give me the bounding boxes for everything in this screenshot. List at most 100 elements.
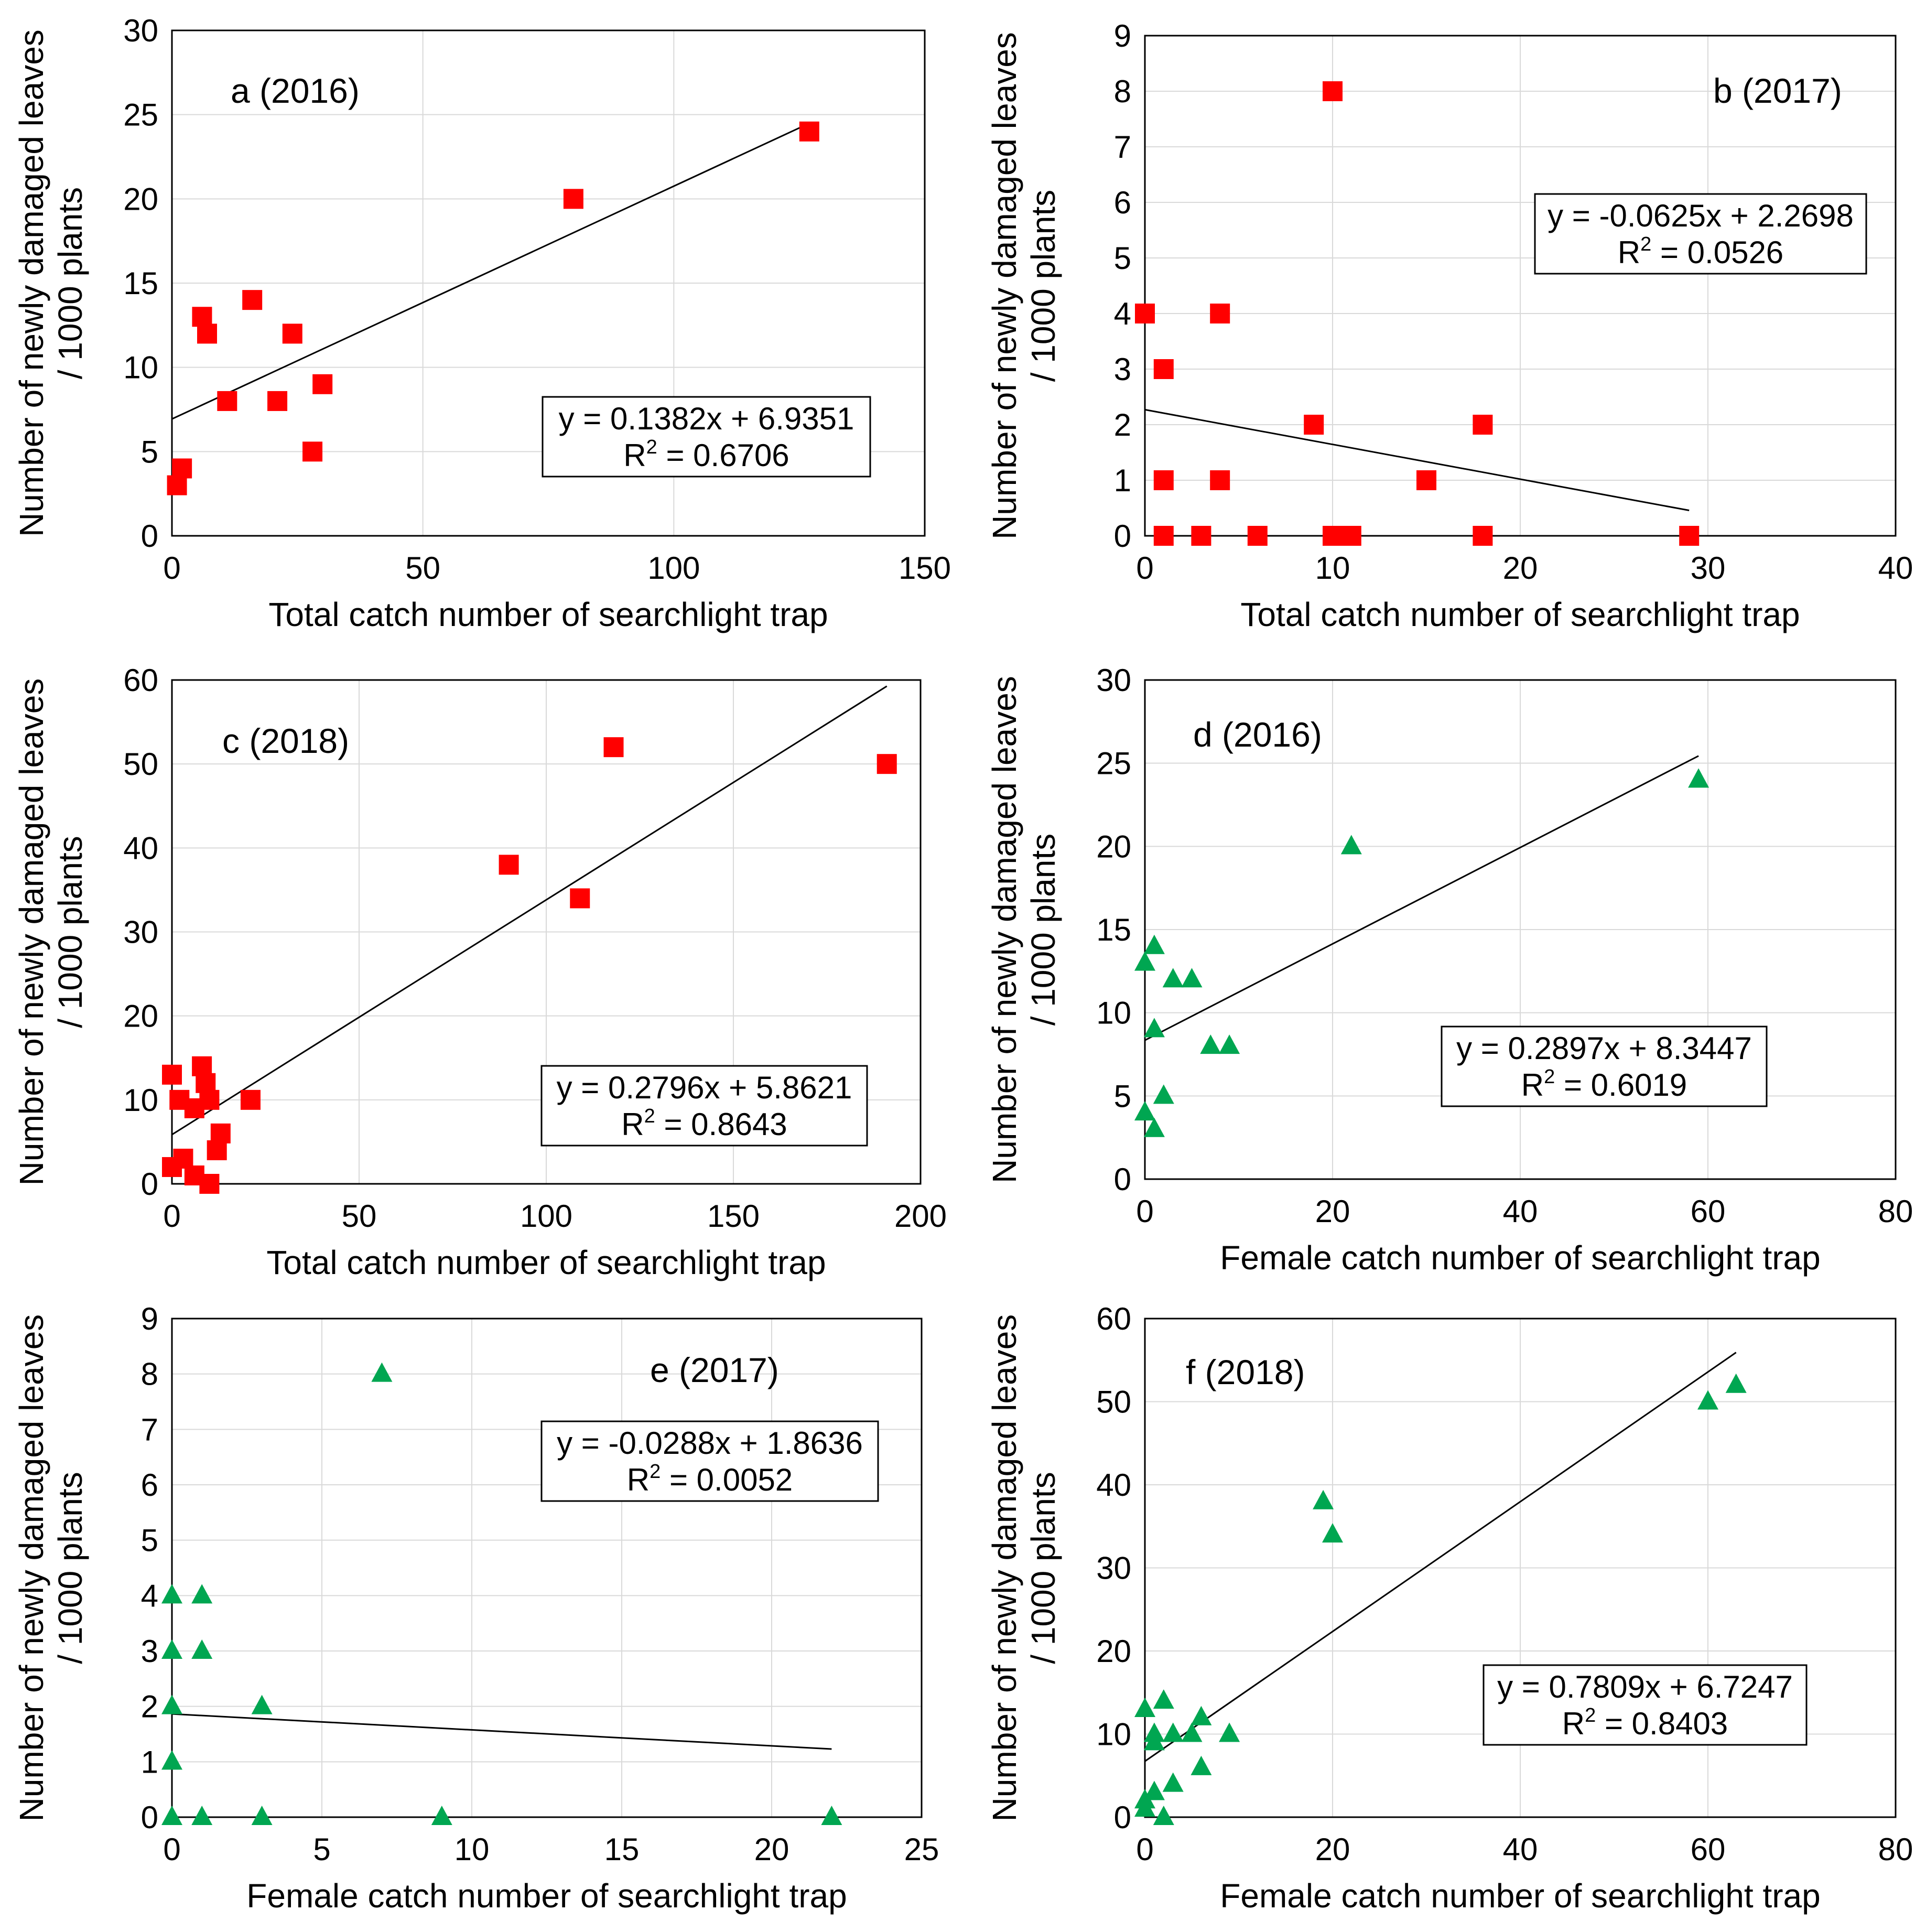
data-point (196, 1073, 216, 1093)
panel-1: 0 50 100 150 0 5 10 15 20 25 30 Total catch number … (13, 13, 951, 633)
y-tick-label: 20 (123, 181, 158, 217)
data-point (1162, 1722, 1184, 1742)
x-tick-label: 50 (342, 1199, 377, 1234)
x-tick-label: 0 (163, 1199, 180, 1234)
y-tick-label: 20 (123, 999, 158, 1034)
data-point (1247, 526, 1268, 546)
y-axis-title-line2: / 1000 plants (1024, 190, 1062, 382)
data-point (1323, 81, 1343, 101)
x-tick-label: 40 (1878, 551, 1913, 586)
x-tick-label: 0 (1136, 1832, 1153, 1867)
x-tick-label: 100 (520, 1199, 572, 1234)
r-squared: R2 = 0.8643 (621, 1105, 787, 1142)
data-point (207, 1140, 227, 1160)
y-tick-label: 30 (1096, 1551, 1131, 1586)
panel-label: c (2018) (222, 721, 349, 760)
y-axis-title-line1: Number of newly damaged leaves (986, 676, 1023, 1183)
data-point (1135, 304, 1155, 323)
y-tick-label: 5 (141, 434, 158, 469)
r-squared-label: R (621, 1107, 644, 1142)
data-point (1688, 768, 1709, 788)
y-tick-label: 15 (1096, 912, 1131, 947)
r-squared-label: R (1562, 1706, 1585, 1741)
data-point (161, 1750, 182, 1770)
data-point (1341, 526, 1361, 546)
y-tick-label: 9 (1114, 18, 1131, 53)
data-point (161, 1584, 182, 1604)
r-squared: R2 = 0.0526 (1618, 233, 1783, 270)
r-squared-value: = 0.0052 (661, 1462, 793, 1497)
y-tick-label: 5 (1114, 241, 1131, 276)
y-tick-label: 4 (1114, 296, 1131, 331)
panel-6: 0 20 40 60 80 0 10 20 30 40 50 60 Female catch numbe… (986, 1301, 1913, 1915)
data-point (1153, 470, 1174, 490)
r-squared: R2 = 0.6019 (1521, 1066, 1687, 1103)
y-axis-title-line1: Number of newly damaged leaves (13, 1314, 50, 1822)
data-point (1143, 1780, 1165, 1800)
y-tick-label: 60 (123, 663, 158, 698)
r-squared-exponent: 2 (644, 1105, 655, 1127)
x-axis-title: Total catch number of searchlight trap (268, 596, 828, 633)
panel-3: 0 50 100 150 200 0 10 20 30 40 50 60 Total catch num… (13, 663, 947, 1281)
r-squared-value: = 0.8643 (655, 1107, 787, 1142)
trendline (1144, 755, 1699, 1041)
y-axis-title-line1: Number of newly damaged leaves (986, 1314, 1023, 1822)
data-point (1181, 968, 1203, 988)
y-tick-label: 3 (141, 1634, 158, 1669)
equation-box (540, 1420, 879, 1502)
data-point (161, 1806, 182, 1825)
x-tick-label: 50 (405, 551, 440, 586)
x-tick-label: 100 (647, 551, 700, 586)
y-tick-label: 0 (1114, 1162, 1131, 1197)
equation-box (1534, 193, 1867, 275)
r-squared-exponent: 2 (1640, 233, 1651, 255)
plot-area-frame (1144, 1318, 1897, 1818)
data-point (161, 1694, 182, 1714)
x-tick-label: 40 (1503, 1194, 1538, 1229)
y-tick-label: 1 (141, 1744, 158, 1779)
r-squared: R2 = 0.6706 (623, 436, 789, 473)
y-axis-title-line2: / 1000 plants (51, 1472, 89, 1664)
data-point (1153, 1689, 1174, 1709)
data-point (1304, 415, 1324, 435)
r-squared-label: R (627, 1462, 650, 1497)
data-point (1679, 526, 1700, 546)
x-tick-label: 20 (1503, 551, 1538, 586)
data-point (799, 121, 819, 142)
r-squared-exponent: 2 (646, 436, 657, 458)
data-point (563, 189, 583, 209)
data-point (1134, 1697, 1155, 1717)
y-tick-label: 0 (141, 1167, 158, 1202)
y-tick-label: 50 (123, 747, 158, 782)
data-point (1134, 1797, 1155, 1817)
data-point (191, 1584, 213, 1604)
x-tick-label: 150 (899, 551, 951, 586)
y-axis-title-line2: / 1000 plants (51, 187, 89, 380)
data-point (192, 1056, 212, 1076)
data-point (167, 475, 187, 495)
regression-equation: y = 0.7809x + 6.7247 (1497, 1669, 1793, 1704)
y-tick-label: 8 (141, 1357, 158, 1392)
y-tick-label: 10 (1096, 996, 1131, 1031)
x-tick-label: 0 (1136, 1194, 1153, 1229)
x-axis-title: Total catch number of searchlight trap (266, 1244, 826, 1281)
x-tick-label: 20 (1315, 1194, 1350, 1229)
trendline (1144, 1352, 1737, 1762)
y-tick-label: 1 (1114, 463, 1131, 498)
data-point (251, 1694, 273, 1714)
x-tick-label: 60 (1691, 1194, 1726, 1229)
x-tick-label: 5 (313, 1832, 330, 1867)
y-tick-label: 50 (1096, 1385, 1131, 1420)
y-tick-label: 2 (141, 1689, 158, 1724)
data-point (1697, 1390, 1718, 1410)
data-point (242, 290, 263, 310)
y-tick-label: 20 (1096, 829, 1131, 864)
y-tick-label: 2 (1114, 407, 1131, 442)
r-squared-exponent: 2 (1544, 1066, 1555, 1088)
y-axis-title-line2: / 1000 plants (1024, 1472, 1062, 1664)
data-point (1191, 1706, 1212, 1725)
plot-area-frame (1144, 679, 1897, 1180)
data-point (1143, 1018, 1165, 1038)
data-point (302, 441, 323, 462)
